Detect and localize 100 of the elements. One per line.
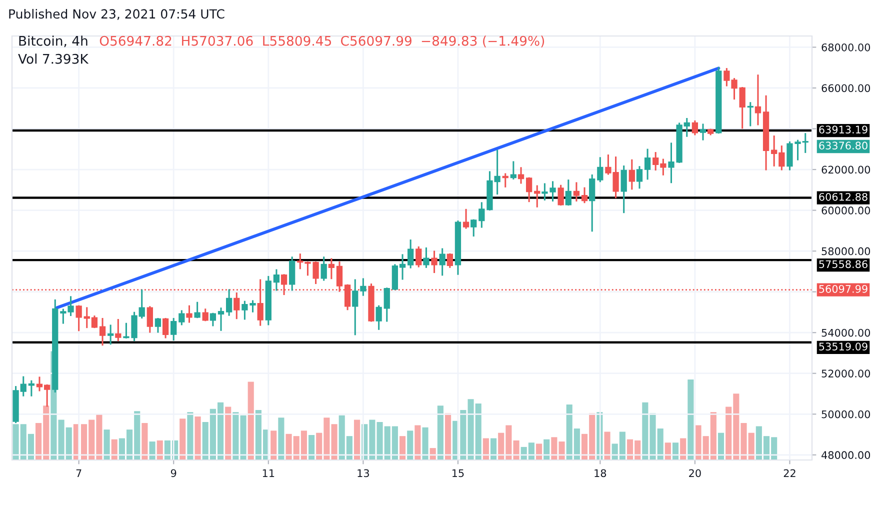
candlestick [360,278,366,296]
candlestick [154,318,162,333]
x-tick-label: 11 [262,469,274,477]
annotation: O56947.82 [100,36,172,46]
candlestick [644,148,651,180]
bar [104,430,110,460]
chart-title: Bitcoin, 4h [19,36,88,48]
candlestick [273,269,280,291]
annotation: H57037.06 [182,36,253,46]
y-tick-label: 54000.00 [822,328,870,337]
candlestick [423,247,430,268]
bar [187,412,194,460]
candlestick [534,185,540,208]
x-tick-label: 18 [594,469,606,478]
candlestick [210,312,216,326]
bar [270,430,277,460]
candlestick [408,239,414,268]
bar [414,425,421,460]
y-tick-label: 58000.00 [822,247,870,256]
ref-line-label: 60612.88 [819,192,868,201]
x-tick-label: 15 [452,469,464,478]
ref-line-label: 63913.19 [819,126,868,134]
bar [180,418,186,460]
candlestick [186,305,192,323]
x-tick-label: 9 [170,469,176,478]
ref-line-label: 57558.86 [819,260,868,268]
bar [142,423,148,460]
bar [688,380,694,460]
y-tick-label: 60000.00 [822,206,870,214]
candlestick [565,180,572,206]
candlestick [636,166,643,189]
candlestick [202,308,208,322]
candlestick [739,87,746,129]
candlestick [28,380,35,396]
candlestick [234,292,240,320]
candlestick [747,102,754,126]
candlestick [573,182,580,202]
y-tick-label: 50000.00 [822,410,870,418]
candlestick [76,305,82,332]
candlestick [597,157,604,182]
candlestick [470,219,477,237]
candlestick [510,161,516,180]
candlestick [518,167,524,184]
candlestick [226,289,232,316]
y-tick-label: 48000.00 [822,451,870,460]
candlestick [178,310,185,326]
bar [422,427,428,460]
bar [225,406,232,460]
bar [437,406,444,460]
x-tick-label: 22 [784,469,796,477]
candlestick [502,173,508,188]
annotation: −849.83 (−1.49%) [422,36,544,48]
candlestick [478,202,485,228]
annotation: Vol 7.393K [18,54,89,64]
candlestick [115,318,122,342]
bar [248,382,254,460]
candlestick [439,248,446,276]
candlestick [170,318,177,340]
bar [604,432,610,460]
candlestick [416,246,422,268]
candlestick [376,305,382,330]
candlestick [462,208,470,229]
candlestick [99,318,106,346]
text: 63376.80 [819,142,868,150]
candlestick [700,124,706,140]
candlestick [146,306,153,333]
x-tick-label: 20 [689,469,701,478]
bar [194,416,201,460]
bar [308,434,315,460]
y-tick-label: 66000.00 [822,84,870,92]
x-tick-label: 13 [358,469,369,478]
candlestick [620,165,627,214]
candlestick [558,184,564,206]
candlestick [431,250,438,274]
ref-line-label: 56097.99 [819,284,868,293]
candlestick [526,177,532,202]
candlestick [692,120,698,136]
y-tick-label: 62000.00 [822,166,870,174]
candlestick [581,187,588,204]
candlestick [589,174,596,232]
candlestick [320,256,327,281]
annotation: L55809.45 [263,36,332,46]
bar [444,413,452,460]
candlestick [194,302,200,318]
candlestick [384,288,390,322]
candlestick [754,74,762,126]
ref-line-label: 53519.09 [819,342,868,350]
x-tick-label: 7 [76,469,82,477]
bar [407,430,414,460]
candlestick [218,308,224,331]
y-tick-label: 68000.00 [822,43,870,52]
bar [399,436,406,460]
text: Published Nov 23, 2021 07:54 UTC [9,8,224,20]
candlestick [352,279,358,336]
bar [718,432,724,460]
candlestick [162,318,169,338]
candlestick [108,324,114,345]
candlestick [328,258,335,280]
bar [278,418,284,460]
y-tick-label: 52000.00 [822,370,870,378]
